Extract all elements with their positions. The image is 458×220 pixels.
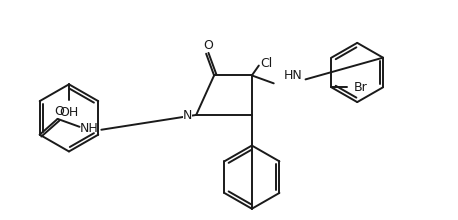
Text: HN: HN [284,69,303,82]
Text: Br: Br [353,81,367,94]
Text: NH: NH [80,122,99,135]
Text: N: N [183,109,192,122]
Text: Cl: Cl [260,57,272,70]
Text: O: O [55,105,65,119]
Text: O: O [203,39,213,52]
Text: OH: OH [60,106,79,119]
